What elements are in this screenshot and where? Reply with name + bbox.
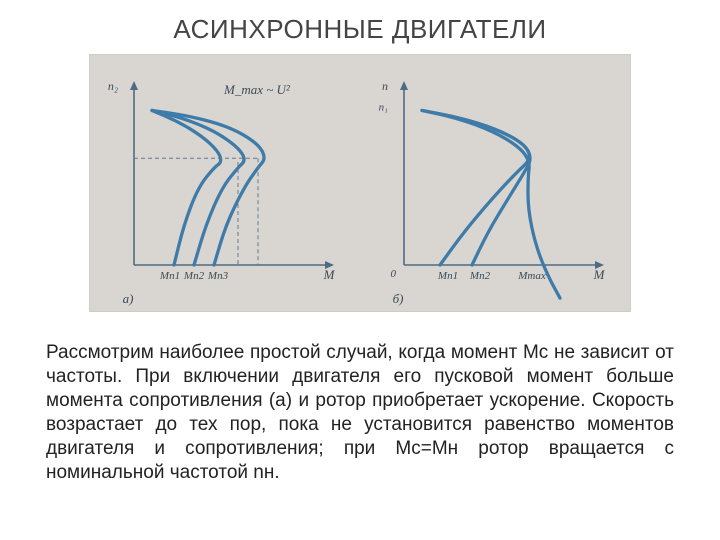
svg-text:Mп3: Mп3 [207, 270, 229, 282]
svg-text:n: n [382, 79, 388, 93]
svg-text:Mmax: Mmax [517, 270, 546, 282]
figure: n₂M_max ~ U²Mп1Mп2Mп3Mа) nn₁0Mп1Mп2MmaxM… [90, 55, 630, 311]
svg-text:n₂: n₂ [108, 79, 118, 93]
svg-text:n₁: n₁ [379, 101, 389, 113]
figure-container: n₂M_max ~ U²Mп1Mп2Mп3Mа) nn₁0Mп1Mп2MmaxM… [46, 55, 674, 311]
svg-text:б): б) [393, 291, 404, 306]
svg-text:Mп1: Mп1 [437, 270, 458, 282]
svg-text:Mп1: Mп1 [159, 270, 180, 282]
panel-b: n n₁ 0 Mп1 Mп2 Mmax Mб) [360, 55, 630, 311]
caption-text: Рассмотрим наиболее простой случай, когд… [46, 341, 674, 485]
svg-text:Mп2: Mп2 [183, 270, 205, 282]
svg-text:а): а) [123, 291, 134, 306]
svg-text:M: M [323, 267, 336, 282]
svg-text:M: M [593, 267, 606, 282]
svg-text:Mп2: Mп2 [469, 270, 491, 282]
svg-text:0: 0 [391, 268, 397, 280]
svg-text:M_max ~ U²: M_max ~ U² [223, 82, 291, 97]
page-title: АСИНХРОННЫЕ ДВИГАТЕЛИ [46, 14, 674, 45]
panel-a: n₂ M_max ~ U² Mп1Mп2Mп3 Mа) [90, 55, 360, 311]
